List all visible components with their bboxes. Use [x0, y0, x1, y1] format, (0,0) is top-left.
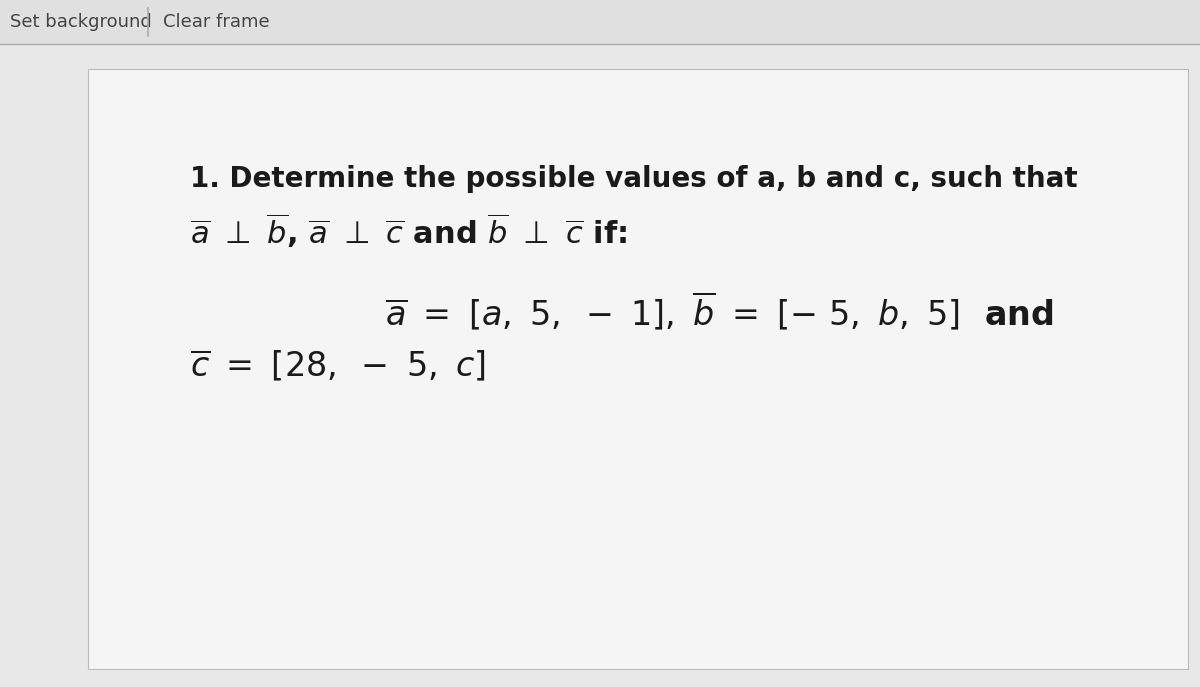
FancyBboxPatch shape: [88, 69, 1188, 669]
FancyBboxPatch shape: [0, 44, 1200, 687]
Text: Clear frame: Clear frame: [163, 13, 270, 31]
FancyBboxPatch shape: [0, 0, 1200, 44]
Text: Set background: Set background: [10, 13, 151, 31]
Text: $\mathit{\overline{a}}\ \bot\ \mathit{\overline{b}}$, $\mathit{\overline{a}}\ \b: $\mathit{\overline{a}}\ \bot\ \mathit{\o…: [190, 212, 628, 250]
Text: $\mathit{\overline{c}}\ =\ [28,\ -\ 5,\ c]$: $\mathit{\overline{c}}\ =\ [28,\ -\ 5,\ …: [190, 348, 486, 384]
Text: 1. Determine the possible values of a, b and c, such that: 1. Determine the possible values of a, b…: [190, 165, 1078, 193]
Text: $\mathit{\overline{a}}\ =\ [a,\ 5,\ -\ 1],\ \mathit{\overline{b}}\ =\ [-\ 5,\ b,: $\mathit{\overline{a}}\ =\ [a,\ 5,\ -\ 1…: [385, 290, 1054, 333]
